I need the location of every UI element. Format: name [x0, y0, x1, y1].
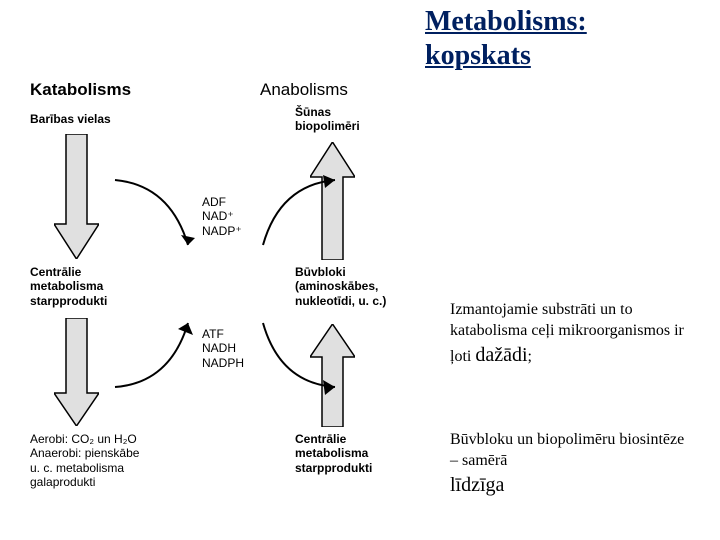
- right-mid-label: Būvbloki (aminoskābes, nukleotīdi, u. c.…: [295, 265, 386, 308]
- title-line1: Metabolisms:: [425, 6, 587, 37]
- curve-arrow-icon: [110, 305, 210, 395]
- metabolism-diagram: Katabolisms Anabolisms Barības vielas Ce…: [20, 80, 450, 530]
- text-block-1: Izmantojamie substrāti un to katabolisma…: [450, 300, 685, 368]
- curve-arrow-icon: [245, 305, 345, 395]
- anabolism-header: Anabolisms: [260, 80, 348, 100]
- text1-emph: ļoti dažādi;: [450, 344, 532, 366]
- down-arrow-icon: [54, 318, 99, 426]
- down-arrow-icon: [54, 134, 99, 259]
- curve-arrow-icon: [110, 175, 210, 265]
- left-bot-label: Aerobi: CO₂ un H₂O Anaerobi: pienskābe u…: [30, 432, 139, 490]
- slide-title: Metabolisms: kopskats: [425, 5, 587, 72]
- text-block-2: Būvbloku un biopolimēru biosintēze – sam…: [450, 430, 685, 498]
- curve-arrow-icon: [245, 175, 345, 265]
- left-mid-label: Centrālie metabolisma starpprodukti: [30, 265, 107, 308]
- text1: Izmantojamie substrāti un to katabolisma…: [450, 301, 684, 339]
- right-bot-label: Centrālie metabolisma starpprodukti: [295, 432, 372, 475]
- text2: Būvbloku un biopolimēru biosintēze – sam…: [450, 431, 684, 469]
- title-line2: kopskats: [425, 40, 531, 71]
- left-top-label: Barības vielas: [30, 112, 111, 126]
- text2-emph: līdzīga: [450, 474, 504, 496]
- catabolism-header: Katabolisms: [30, 80, 131, 100]
- right-top-label: Šūnas biopolimēri: [295, 105, 360, 134]
